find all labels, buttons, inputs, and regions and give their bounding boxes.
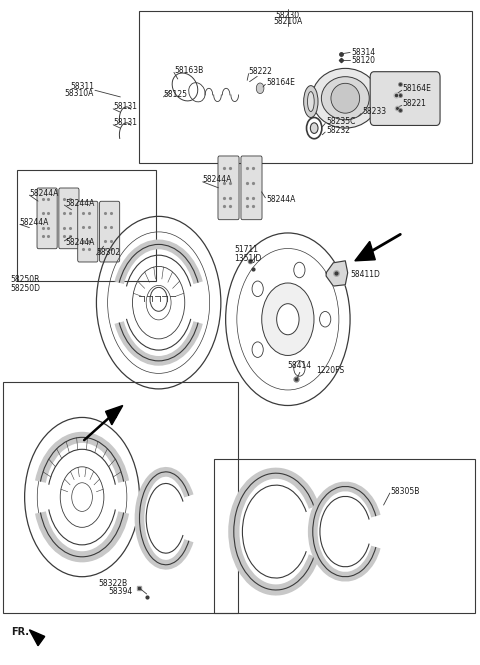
Ellipse shape <box>322 76 369 120</box>
Text: 51711: 51711 <box>234 245 258 254</box>
Text: 58302: 58302 <box>96 248 120 257</box>
Text: 58244A: 58244A <box>203 176 232 184</box>
Text: 58250D: 58250D <box>10 283 40 293</box>
FancyBboxPatch shape <box>59 188 79 249</box>
Text: 58411D: 58411D <box>350 269 380 279</box>
Text: 58244A: 58244A <box>65 239 95 247</box>
Bar <box>140 11 472 164</box>
Text: 58222: 58222 <box>249 67 273 76</box>
Text: 58244A: 58244A <box>20 218 49 227</box>
Text: 58131: 58131 <box>113 118 137 127</box>
Text: 58233: 58233 <box>362 107 386 116</box>
Ellipse shape <box>312 68 379 128</box>
Text: 1220FS: 1220FS <box>317 366 345 375</box>
Text: 58310A: 58310A <box>65 89 94 98</box>
Text: 58210A: 58210A <box>273 17 302 27</box>
Text: 58230: 58230 <box>276 11 300 20</box>
FancyBboxPatch shape <box>241 156 262 219</box>
Text: 58322B: 58322B <box>98 579 128 588</box>
Circle shape <box>252 281 263 297</box>
Ellipse shape <box>304 86 318 118</box>
Polygon shape <box>326 261 348 286</box>
FancyBboxPatch shape <box>218 156 239 219</box>
Circle shape <box>311 123 318 134</box>
Text: 58394: 58394 <box>108 587 132 597</box>
Text: 58314: 58314 <box>351 48 375 57</box>
Text: 58131: 58131 <box>113 102 137 111</box>
Bar <box>3 382 238 612</box>
Circle shape <box>256 83 264 94</box>
Text: 58164E: 58164E <box>266 78 295 87</box>
Text: 58163B: 58163B <box>174 66 203 75</box>
Circle shape <box>294 262 305 278</box>
Text: 58221: 58221 <box>403 99 427 108</box>
FancyBboxPatch shape <box>37 188 57 249</box>
Circle shape <box>276 304 299 334</box>
Circle shape <box>294 360 305 376</box>
Polygon shape <box>29 630 45 646</box>
Circle shape <box>320 311 331 327</box>
Text: 58125: 58125 <box>163 90 187 100</box>
Polygon shape <box>355 241 375 261</box>
Text: 58164E: 58164E <box>403 84 432 93</box>
FancyBboxPatch shape <box>99 201 120 262</box>
Ellipse shape <box>331 83 360 113</box>
Text: 58244A: 58244A <box>29 189 59 198</box>
FancyBboxPatch shape <box>78 201 98 262</box>
Bar <box>214 459 475 612</box>
Text: 58250R: 58250R <box>10 275 40 284</box>
Text: 58235C: 58235C <box>326 117 356 126</box>
Text: 58244A: 58244A <box>266 196 296 204</box>
Text: 58414: 58414 <box>287 361 311 370</box>
FancyBboxPatch shape <box>370 72 440 126</box>
Ellipse shape <box>308 92 314 112</box>
Text: 58305B: 58305B <box>391 487 420 496</box>
Circle shape <box>252 342 263 357</box>
Bar <box>17 170 156 281</box>
Text: 58244A: 58244A <box>65 199 95 207</box>
Text: 1351JD: 1351JD <box>234 253 262 263</box>
Text: FR.: FR. <box>11 628 29 638</box>
Text: 58120: 58120 <box>351 56 375 65</box>
Circle shape <box>262 283 314 356</box>
Polygon shape <box>106 406 123 425</box>
Text: 58311: 58311 <box>70 82 94 92</box>
Text: 58232: 58232 <box>326 126 350 134</box>
